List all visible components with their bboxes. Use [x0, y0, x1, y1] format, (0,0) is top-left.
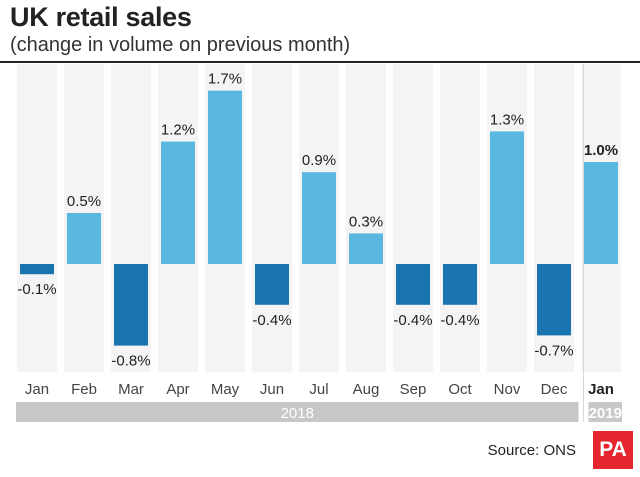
bar	[396, 264, 430, 305]
data-label: 1.2%	[161, 122, 195, 139]
bar	[584, 162, 618, 264]
x-tick-label: Jan	[25, 381, 49, 398]
data-label: 0.9%	[302, 152, 336, 169]
data-label: -0.8%	[111, 353, 150, 370]
x-tick-label: Jun	[260, 381, 284, 398]
column-band	[393, 64, 433, 372]
data-label: 1.7%	[208, 71, 242, 88]
bar	[490, 131, 524, 264]
x-tick-label: Feb	[71, 381, 97, 398]
column-band	[17, 64, 57, 372]
data-label: -0.1%	[17, 281, 56, 298]
column-band	[252, 64, 292, 372]
x-tick-label: Sep	[400, 381, 427, 398]
source-note: Source: ONS	[487, 442, 576, 459]
bar	[255, 264, 289, 305]
bar	[349, 233, 383, 264]
data-label: 1.0%	[584, 142, 618, 159]
bar	[161, 141, 195, 264]
bar	[302, 172, 336, 264]
data-label: -0.4%	[440, 312, 479, 329]
data-label: 0.3%	[349, 213, 383, 230]
x-tick-label: Dec	[541, 381, 568, 398]
year-bar	[588, 402, 622, 422]
data-label: -0.4%	[252, 312, 291, 329]
bar	[67, 213, 101, 264]
column-band	[346, 64, 386, 372]
bar-chart: -0.1% 0.5% -0.8% 1.2% 1.7% -0.4% 0.9% 0.3% -0.4%…	[16, 64, 622, 422]
x-tick-label: Nov	[494, 381, 521, 398]
bar	[208, 90, 242, 264]
pa-logo: PA	[593, 431, 633, 469]
bar	[20, 264, 54, 275]
data-label: -0.7%	[534, 342, 573, 359]
chart-title: UK retail sales	[10, 2, 192, 32]
data-label: 1.3%	[490, 111, 524, 128]
x-tick-label: Aug	[353, 381, 380, 398]
data-label: -0.4%	[393, 312, 432, 329]
bar	[443, 264, 477, 305]
year-label: 2018	[281, 405, 314, 422]
year-bar	[16, 402, 579, 422]
column-band	[440, 64, 480, 372]
x-tick-label: Oct	[448, 381, 472, 398]
bar	[114, 264, 148, 346]
title-divider	[0, 61, 640, 63]
x-tick-label: May	[211, 381, 240, 398]
chart-subtitle: (change in volume on previous month)	[10, 34, 351, 56]
bar	[537, 264, 571, 336]
x-tick-label: Mar	[118, 381, 144, 398]
data-label: 0.5%	[67, 193, 101, 210]
x-tick-label: Jul	[309, 381, 328, 398]
year-label: 2019	[589, 405, 622, 422]
x-tick-label: Apr	[166, 381, 189, 398]
x-tick-label: Jan	[588, 381, 614, 398]
